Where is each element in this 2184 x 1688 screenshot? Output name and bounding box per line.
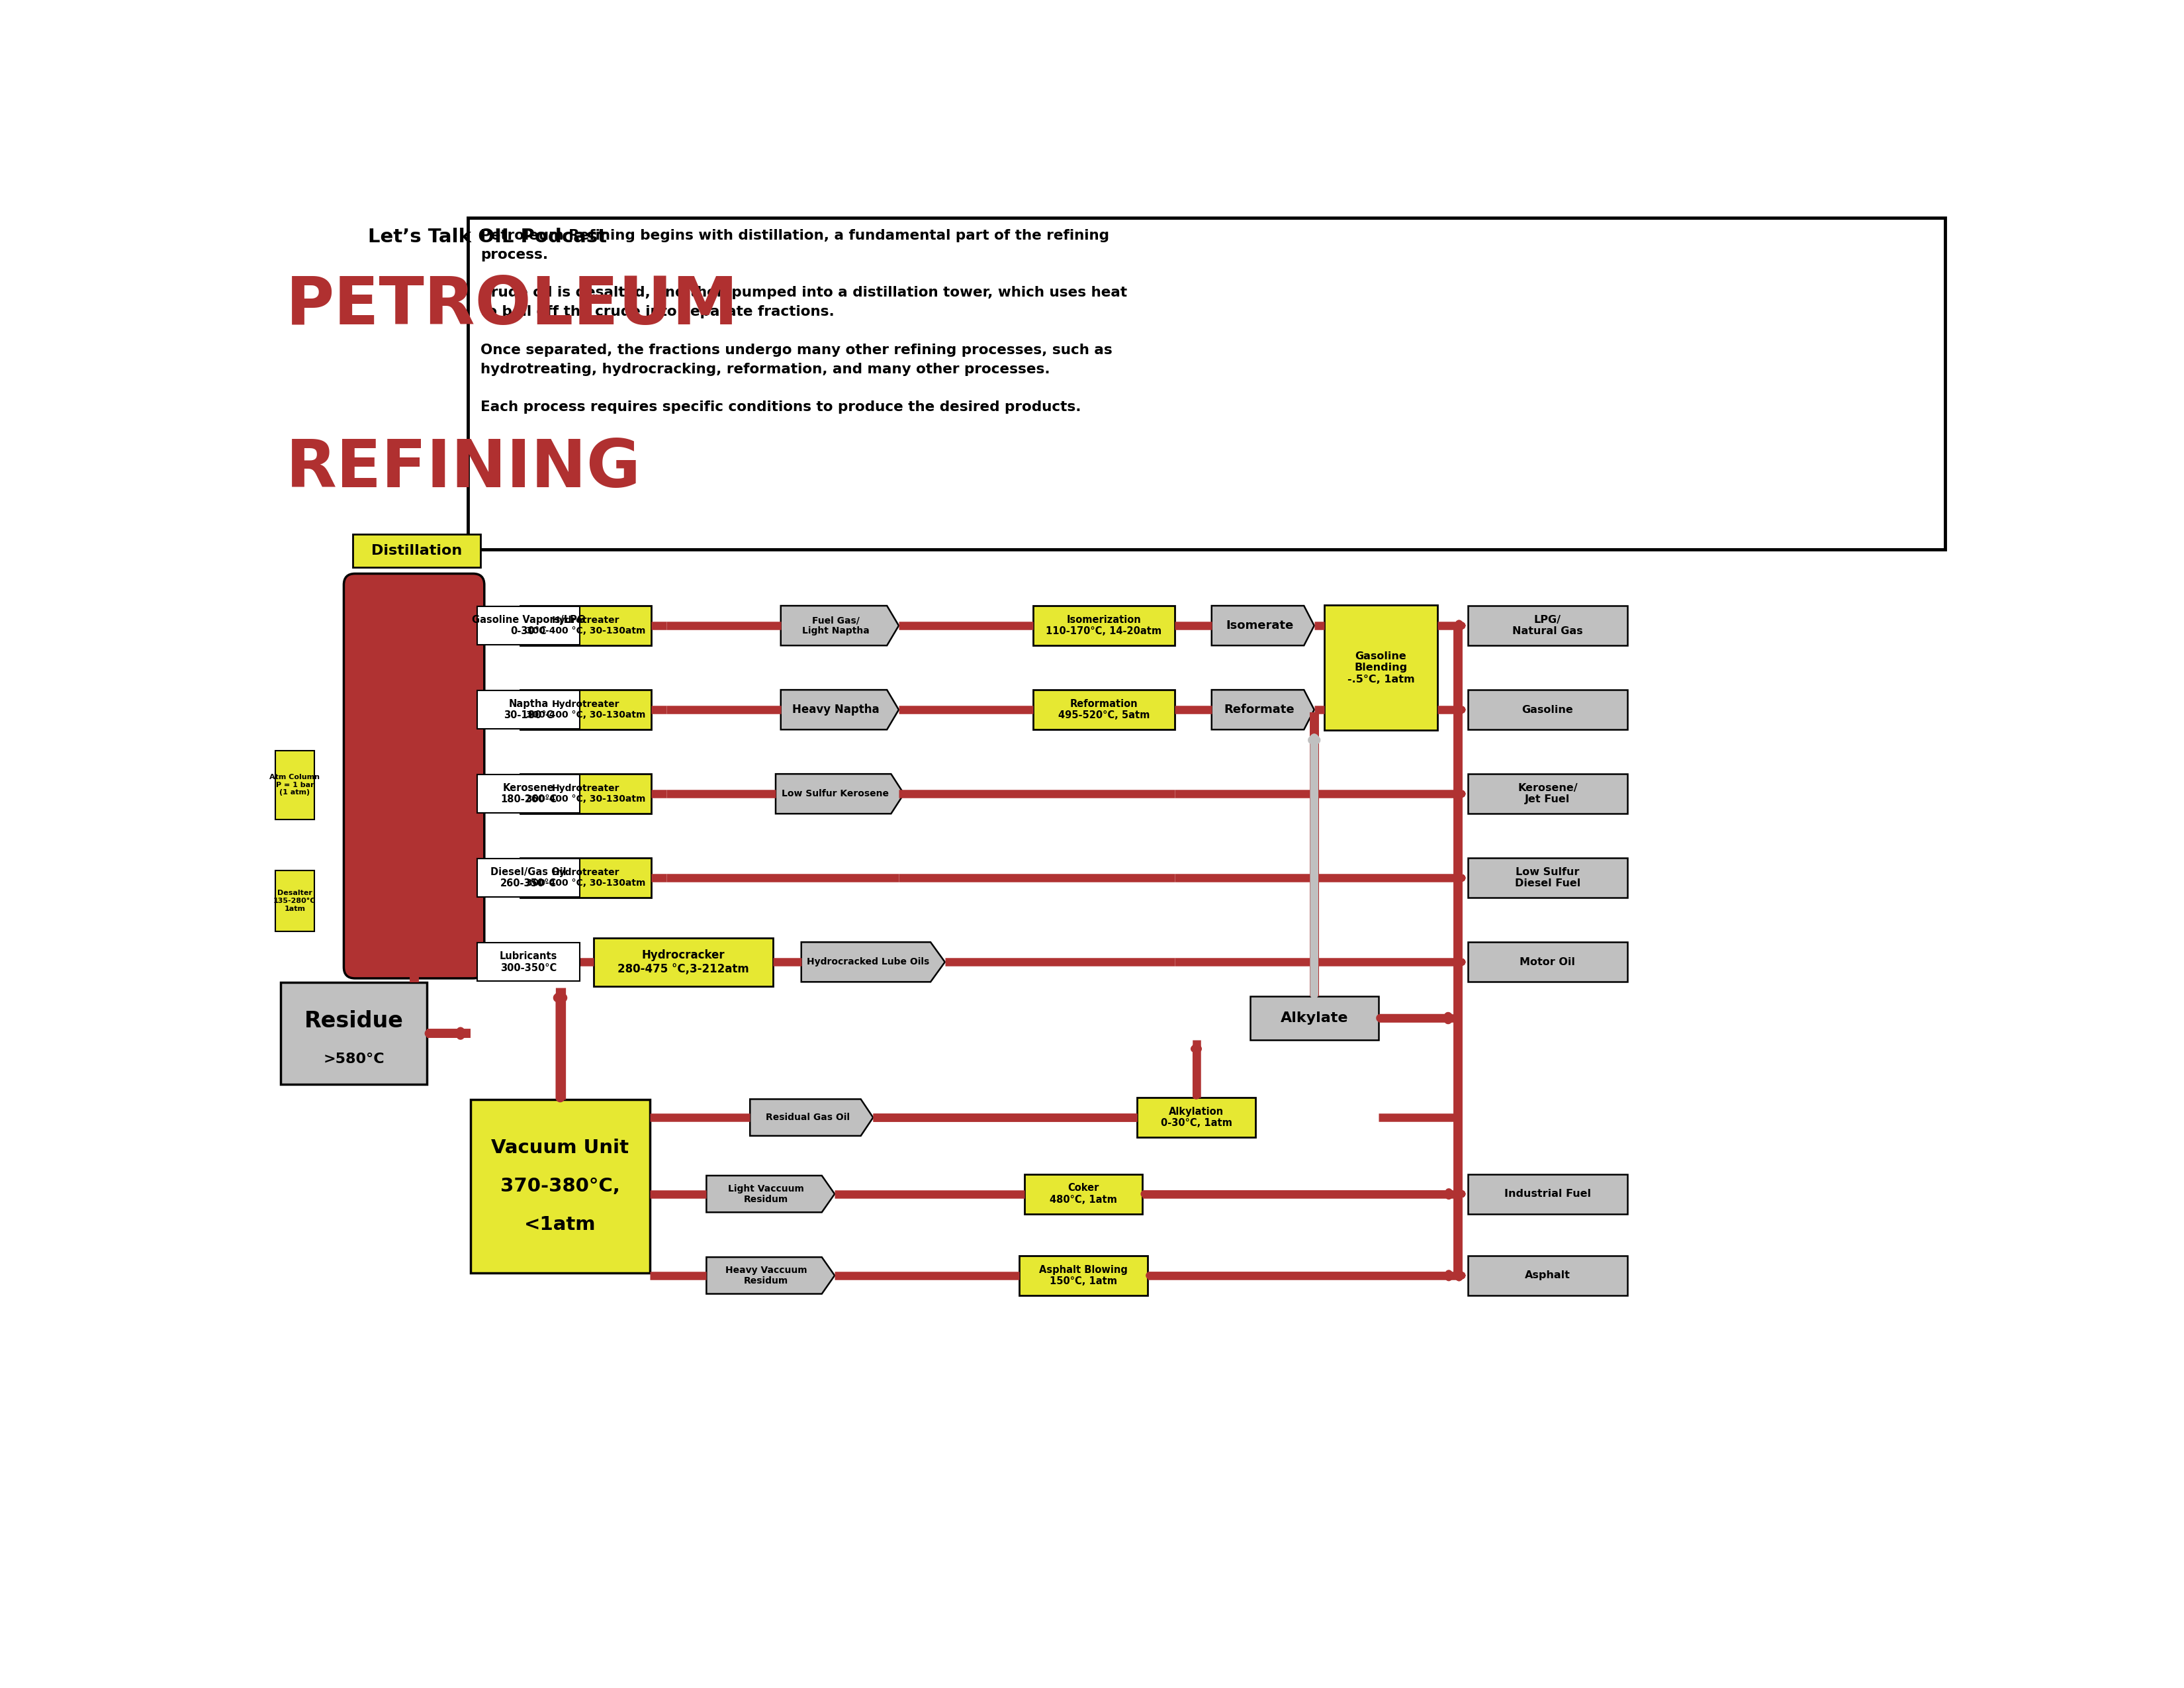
- Bar: [1138, 1097, 1256, 1138]
- Text: Atm Column
P = 1 bar
(1 atm): Atm Column P = 1 bar (1 atm): [269, 773, 319, 795]
- FancyBboxPatch shape: [343, 574, 485, 979]
- Bar: [476, 944, 579, 981]
- Text: Hydrocracker
280-475 °C,3-212atm: Hydrocracker 280-475 °C,3-212atm: [618, 949, 749, 976]
- Bar: [1468, 773, 1627, 814]
- Text: Hydrotreater
300-400 °C, 30-130atm: Hydrotreater 300-400 °C, 30-130atm: [526, 783, 646, 803]
- Bar: [275, 871, 314, 932]
- Bar: [1468, 690, 1627, 729]
- Text: Hydrotreater
300-400 °C, 30-130atm: Hydrotreater 300-400 °C, 30-130atm: [526, 868, 646, 888]
- Bar: [1468, 858, 1627, 898]
- Text: Petroleum Refining begins with distillation, a fundamental part of the refining
: Petroleum Refining begins with distillat…: [480, 230, 1127, 414]
- Text: REFINING: REFINING: [286, 437, 642, 501]
- Text: Heavy Naptha: Heavy Naptha: [793, 704, 880, 716]
- Text: Asphalt: Asphalt: [1524, 1271, 1570, 1281]
- Bar: [1033, 606, 1175, 645]
- Bar: [467, 218, 1946, 549]
- Text: LPG/
Natural Gas: LPG/ Natural Gas: [1511, 614, 1583, 636]
- Bar: [1020, 1256, 1147, 1295]
- Bar: [520, 773, 651, 814]
- Bar: [476, 606, 579, 645]
- Text: Gasoline
Blending
-.5°C, 1atm: Gasoline Blending -.5°C, 1atm: [1348, 652, 1415, 684]
- Polygon shape: [802, 942, 946, 982]
- Text: Kerosene/
Jet Fuel: Kerosene/ Jet Fuel: [1518, 783, 1577, 805]
- Bar: [1324, 606, 1437, 731]
- Polygon shape: [705, 1258, 834, 1293]
- Bar: [1468, 606, 1627, 645]
- Text: >580°C: >580°C: [323, 1052, 384, 1065]
- Bar: [470, 1099, 651, 1273]
- Text: PETROLEUM: PETROLEUM: [286, 273, 738, 338]
- Bar: [520, 858, 651, 898]
- Polygon shape: [1212, 690, 1315, 729]
- Polygon shape: [705, 1175, 834, 1212]
- Text: Isomerization
110-170°C, 14-20atm: Isomerization 110-170°C, 14-20atm: [1046, 614, 1162, 636]
- Text: Let’s Talk OIL Podcast: Let’s Talk OIL Podcast: [367, 228, 607, 246]
- Bar: [476, 859, 579, 896]
- Text: 370-380°C,: 370-380°C,: [500, 1177, 620, 1195]
- Text: Hydrotreater
300-400 °C, 30-130atm: Hydrotreater 300-400 °C, 30-130atm: [526, 701, 646, 719]
- Text: Hydrotreater
300-400 °C, 30-130atm: Hydrotreater 300-400 °C, 30-130atm: [526, 616, 646, 636]
- Text: Gasoline Vapors/LPG
0-30°C: Gasoline Vapors/LPG 0-30°C: [472, 614, 585, 636]
- Text: <1atm: <1atm: [524, 1215, 596, 1234]
- Text: Desalter
135-280°C
1atm: Desalter 135-280°C 1atm: [273, 890, 317, 912]
- Text: Lubricants
300-350°C: Lubricants 300-350°C: [500, 952, 557, 972]
- Polygon shape: [775, 773, 904, 814]
- Text: Residue: Residue: [304, 1009, 404, 1031]
- Polygon shape: [1212, 606, 1315, 645]
- Bar: [352, 533, 480, 567]
- Bar: [476, 690, 579, 729]
- Text: Fuel Gas/
Light Naptha: Fuel Gas/ Light Naptha: [802, 616, 869, 636]
- Polygon shape: [782, 606, 900, 645]
- Bar: [1033, 690, 1175, 729]
- Text: Distillation: Distillation: [371, 544, 463, 557]
- Text: Kerosene
180-260°C: Kerosene 180-260°C: [500, 783, 557, 805]
- Text: Naptha
30-180°C: Naptha 30-180°C: [505, 699, 553, 721]
- Text: Hydrocracked Lube Oils: Hydrocracked Lube Oils: [808, 957, 930, 967]
- Text: Heavy Vaccuum
Residum: Heavy Vaccuum Residum: [725, 1266, 808, 1286]
- Text: Low Sulfur Kerosene: Low Sulfur Kerosene: [782, 790, 889, 798]
- Text: Diesel/Gas Oil
260-350°C: Diesel/Gas Oil 260-350°C: [491, 868, 566, 888]
- Bar: [594, 939, 773, 986]
- Text: Alkylation
0-30°C, 1atm: Alkylation 0-30°C, 1atm: [1160, 1107, 1232, 1128]
- Bar: [1468, 1175, 1627, 1214]
- Text: Vacuum Unit: Vacuum Unit: [491, 1139, 629, 1158]
- Text: Industrial Fuel: Industrial Fuel: [1505, 1188, 1590, 1198]
- Text: Coker
480°C, 1atm: Coker 480°C, 1atm: [1051, 1183, 1116, 1205]
- Text: Alkylate: Alkylate: [1280, 1011, 1348, 1025]
- Text: Motor Oil: Motor Oil: [1520, 957, 1575, 967]
- Text: Asphalt Blowing
150°C, 1atm: Asphalt Blowing 150°C, 1atm: [1040, 1264, 1127, 1286]
- Polygon shape: [749, 1099, 874, 1136]
- Bar: [1468, 942, 1627, 982]
- Text: Gasoline: Gasoline: [1522, 706, 1572, 714]
- Bar: [275, 751, 314, 819]
- Text: Low Sulfur
Diesel Fuel: Low Sulfur Diesel Fuel: [1516, 868, 1581, 888]
- Polygon shape: [782, 690, 900, 729]
- Bar: [282, 982, 426, 1084]
- Bar: [520, 606, 651, 645]
- Bar: [520, 690, 651, 729]
- Text: Reformation
495-520°C, 5atm: Reformation 495-520°C, 5atm: [1057, 699, 1149, 721]
- Bar: [1024, 1175, 1142, 1214]
- Bar: [1249, 996, 1378, 1040]
- Text: Residual Gas Oil: Residual Gas Oil: [764, 1112, 850, 1123]
- Bar: [1468, 1256, 1627, 1295]
- Text: Reformate: Reformate: [1225, 704, 1295, 716]
- Text: Light Vaccuum
Residum: Light Vaccuum Residum: [727, 1183, 804, 1204]
- Bar: [476, 775, 579, 814]
- Text: Isomerate: Isomerate: [1225, 619, 1293, 631]
